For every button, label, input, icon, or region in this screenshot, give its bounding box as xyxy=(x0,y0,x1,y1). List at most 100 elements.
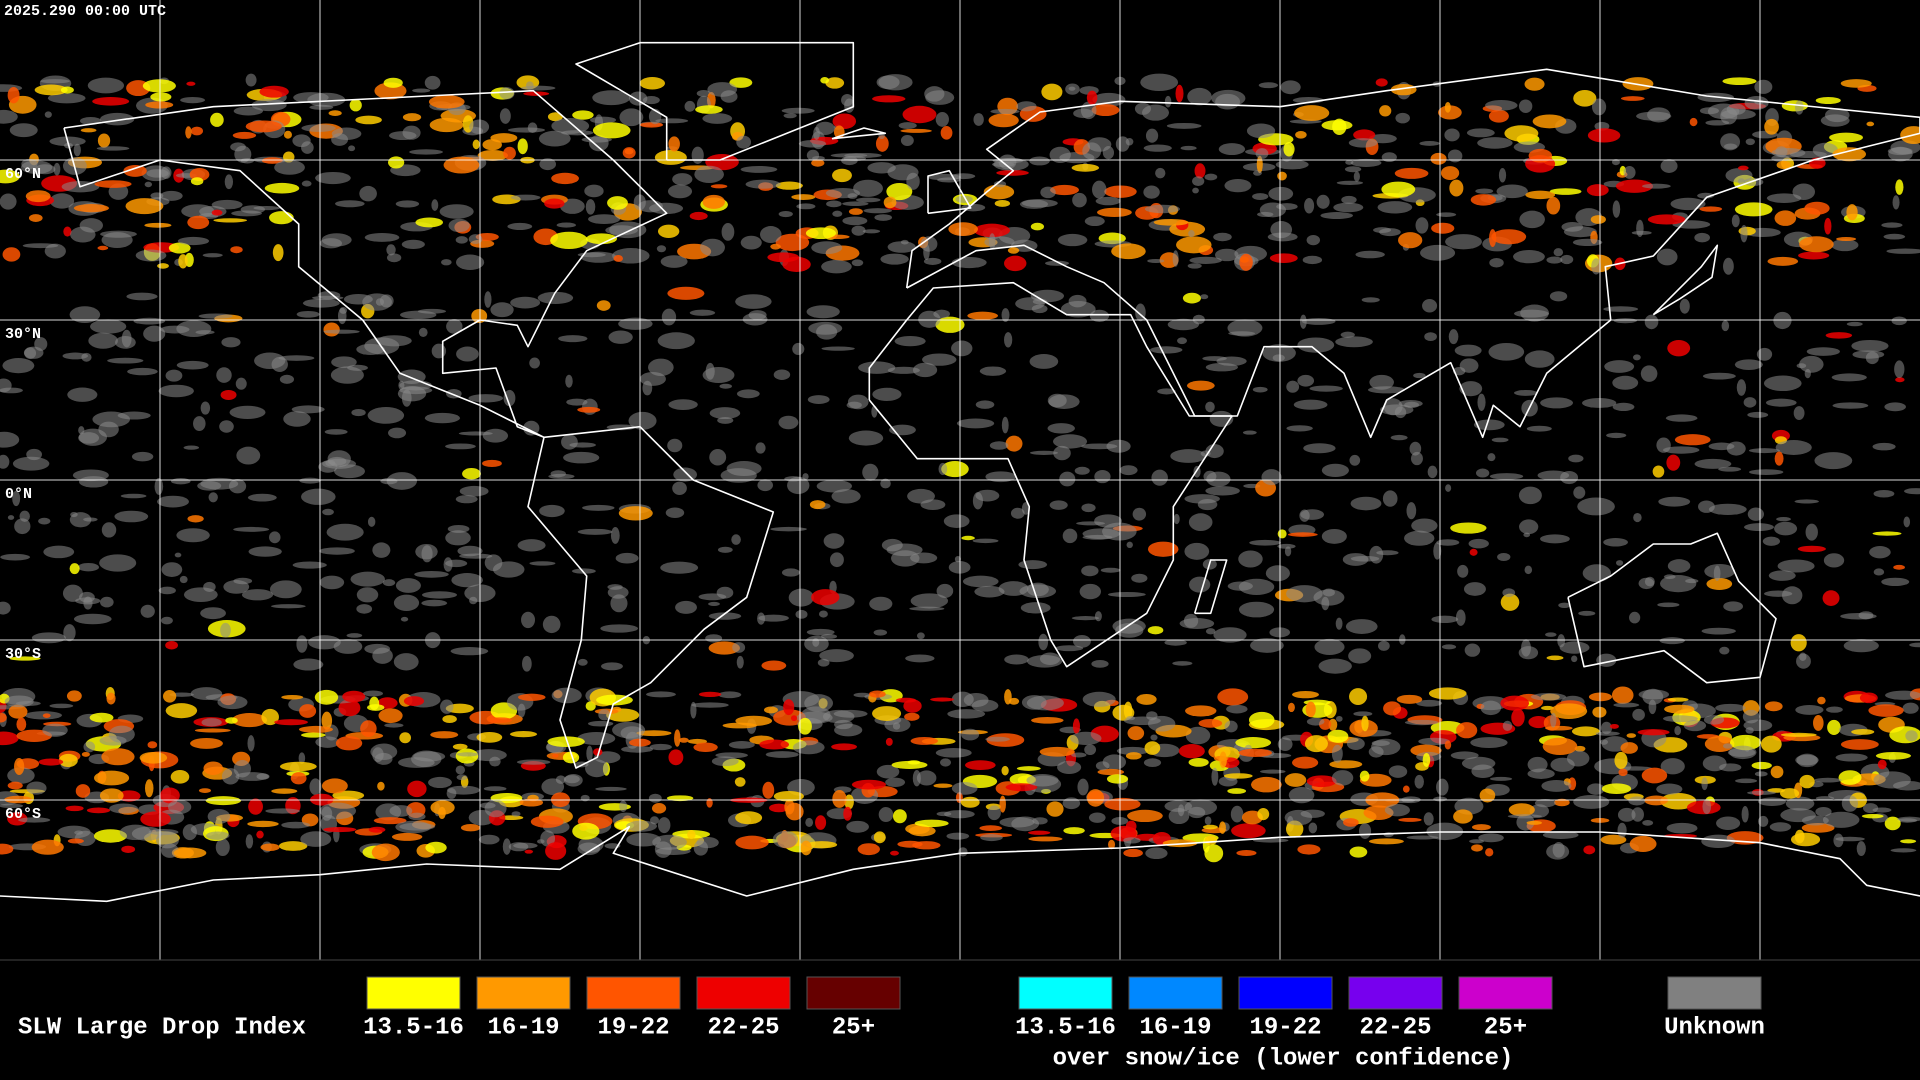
cloud-patch xyxy=(538,130,571,147)
cloud-patch xyxy=(1815,796,1835,801)
cloud-patch xyxy=(785,802,804,821)
cloud-patch xyxy=(985,736,1010,742)
cloud-patch xyxy=(1542,737,1578,755)
cloud-patch xyxy=(144,779,154,798)
cloud-patch xyxy=(847,193,858,199)
cloud-patch xyxy=(430,800,455,815)
cloud-patch xyxy=(1660,758,1685,775)
cloud-patch xyxy=(815,815,827,830)
cloud-patch xyxy=(1095,196,1121,206)
cloud-patch xyxy=(1489,776,1513,781)
cloud-patch xyxy=(445,443,476,450)
cloud-patch xyxy=(180,96,206,104)
cloud-patch xyxy=(1620,96,1645,101)
cloud-patch xyxy=(1827,719,1841,736)
cloud-patch xyxy=(1895,179,1904,195)
cloud-patch xyxy=(1100,567,1121,573)
cloud-patch xyxy=(1540,397,1573,409)
cloud-patch xyxy=(1314,638,1345,656)
cloud-patch xyxy=(281,821,311,829)
cloud-patch xyxy=(718,691,742,699)
cloud-patch xyxy=(1740,224,1748,243)
cloud-patch xyxy=(1485,848,1494,857)
cloud-patch xyxy=(1414,774,1424,789)
cloud-patch xyxy=(767,252,800,263)
cloud-patch xyxy=(804,694,834,713)
cloud-patch xyxy=(826,200,842,208)
cloud-patch xyxy=(69,306,101,323)
cloud-patch xyxy=(1333,202,1364,213)
cloud-patch xyxy=(142,79,176,93)
cloud-patch xyxy=(1039,652,1061,666)
cloud-patch xyxy=(1097,768,1125,776)
cloud-patch xyxy=(482,428,509,443)
cloud-patch xyxy=(1583,845,1596,855)
cloud-patch xyxy=(736,655,744,669)
cloud-patch xyxy=(1353,711,1373,717)
cloud-patch xyxy=(1612,402,1635,412)
cloud-patch xyxy=(1748,448,1780,454)
cloud-patch xyxy=(1361,715,1369,732)
cloud-patch xyxy=(7,515,15,520)
cloud-patch xyxy=(830,153,868,158)
cloud-patch xyxy=(607,584,623,590)
cloud-patch xyxy=(1841,795,1858,812)
cloud-patch xyxy=(1091,660,1109,668)
cloud-patch xyxy=(93,829,128,843)
cloud-patch xyxy=(409,149,443,155)
cloud-patch xyxy=(1198,718,1223,728)
cloud-patch xyxy=(1497,552,1511,562)
cloud-patch xyxy=(455,765,466,775)
cloud-patch xyxy=(57,825,91,839)
cloud-patch xyxy=(201,718,222,727)
cloud-patch xyxy=(1375,78,1388,87)
cloud-patch xyxy=(346,633,363,638)
cloud-patch xyxy=(1471,764,1495,779)
latitude-label: 0°N xyxy=(5,486,32,503)
cloud-patch xyxy=(1341,195,1357,204)
cloud-patch xyxy=(1471,844,1483,852)
cloud-patch xyxy=(872,387,902,401)
cloud-patch xyxy=(1664,704,1695,714)
cloud-patch xyxy=(468,394,504,403)
cloud-patch xyxy=(858,361,896,374)
cloud-patch xyxy=(1041,83,1063,101)
cloud-patch xyxy=(1328,718,1338,731)
cloud-patch xyxy=(123,165,147,177)
cloud-patch xyxy=(248,546,282,557)
cloud-patch xyxy=(903,699,922,713)
cloud-patch xyxy=(260,843,280,852)
cloud-patch xyxy=(323,322,340,337)
cloud-patch xyxy=(1018,560,1048,570)
cloud-patch xyxy=(1071,752,1087,758)
cloud-patch xyxy=(117,790,141,802)
cloud-patch xyxy=(1573,90,1597,107)
cloud-patch xyxy=(120,493,147,499)
cloud-patch xyxy=(1188,576,1211,593)
cloud-patch xyxy=(689,211,708,221)
cloud-patch xyxy=(961,535,975,541)
cloud-patch xyxy=(1764,118,1779,135)
cloud-patch xyxy=(1765,398,1797,407)
cloud-patch xyxy=(832,790,847,808)
cloud-patch xyxy=(951,256,987,269)
cloud-patch xyxy=(728,741,755,749)
cloud-patch xyxy=(1447,149,1463,163)
cloud-patch xyxy=(335,200,365,208)
cloud-patch xyxy=(363,690,384,697)
cloud-patch xyxy=(1200,294,1209,300)
cloud-patch xyxy=(31,839,64,855)
legend-label: 22-25 xyxy=(1359,1014,1431,1041)
cloud-patch xyxy=(539,158,557,171)
cloud-patch xyxy=(101,522,117,538)
cloud-patch xyxy=(65,805,84,812)
cloud-patch xyxy=(1270,221,1293,239)
cloud-patch xyxy=(1526,820,1542,825)
cloud-patch xyxy=(269,580,302,599)
cloud-patch xyxy=(1559,641,1590,654)
cloud-patch xyxy=(853,179,883,197)
cloud-patch xyxy=(355,115,382,125)
cloud-patch xyxy=(291,405,325,414)
cloud-patch xyxy=(373,817,407,825)
cloud-patch xyxy=(1377,201,1413,214)
